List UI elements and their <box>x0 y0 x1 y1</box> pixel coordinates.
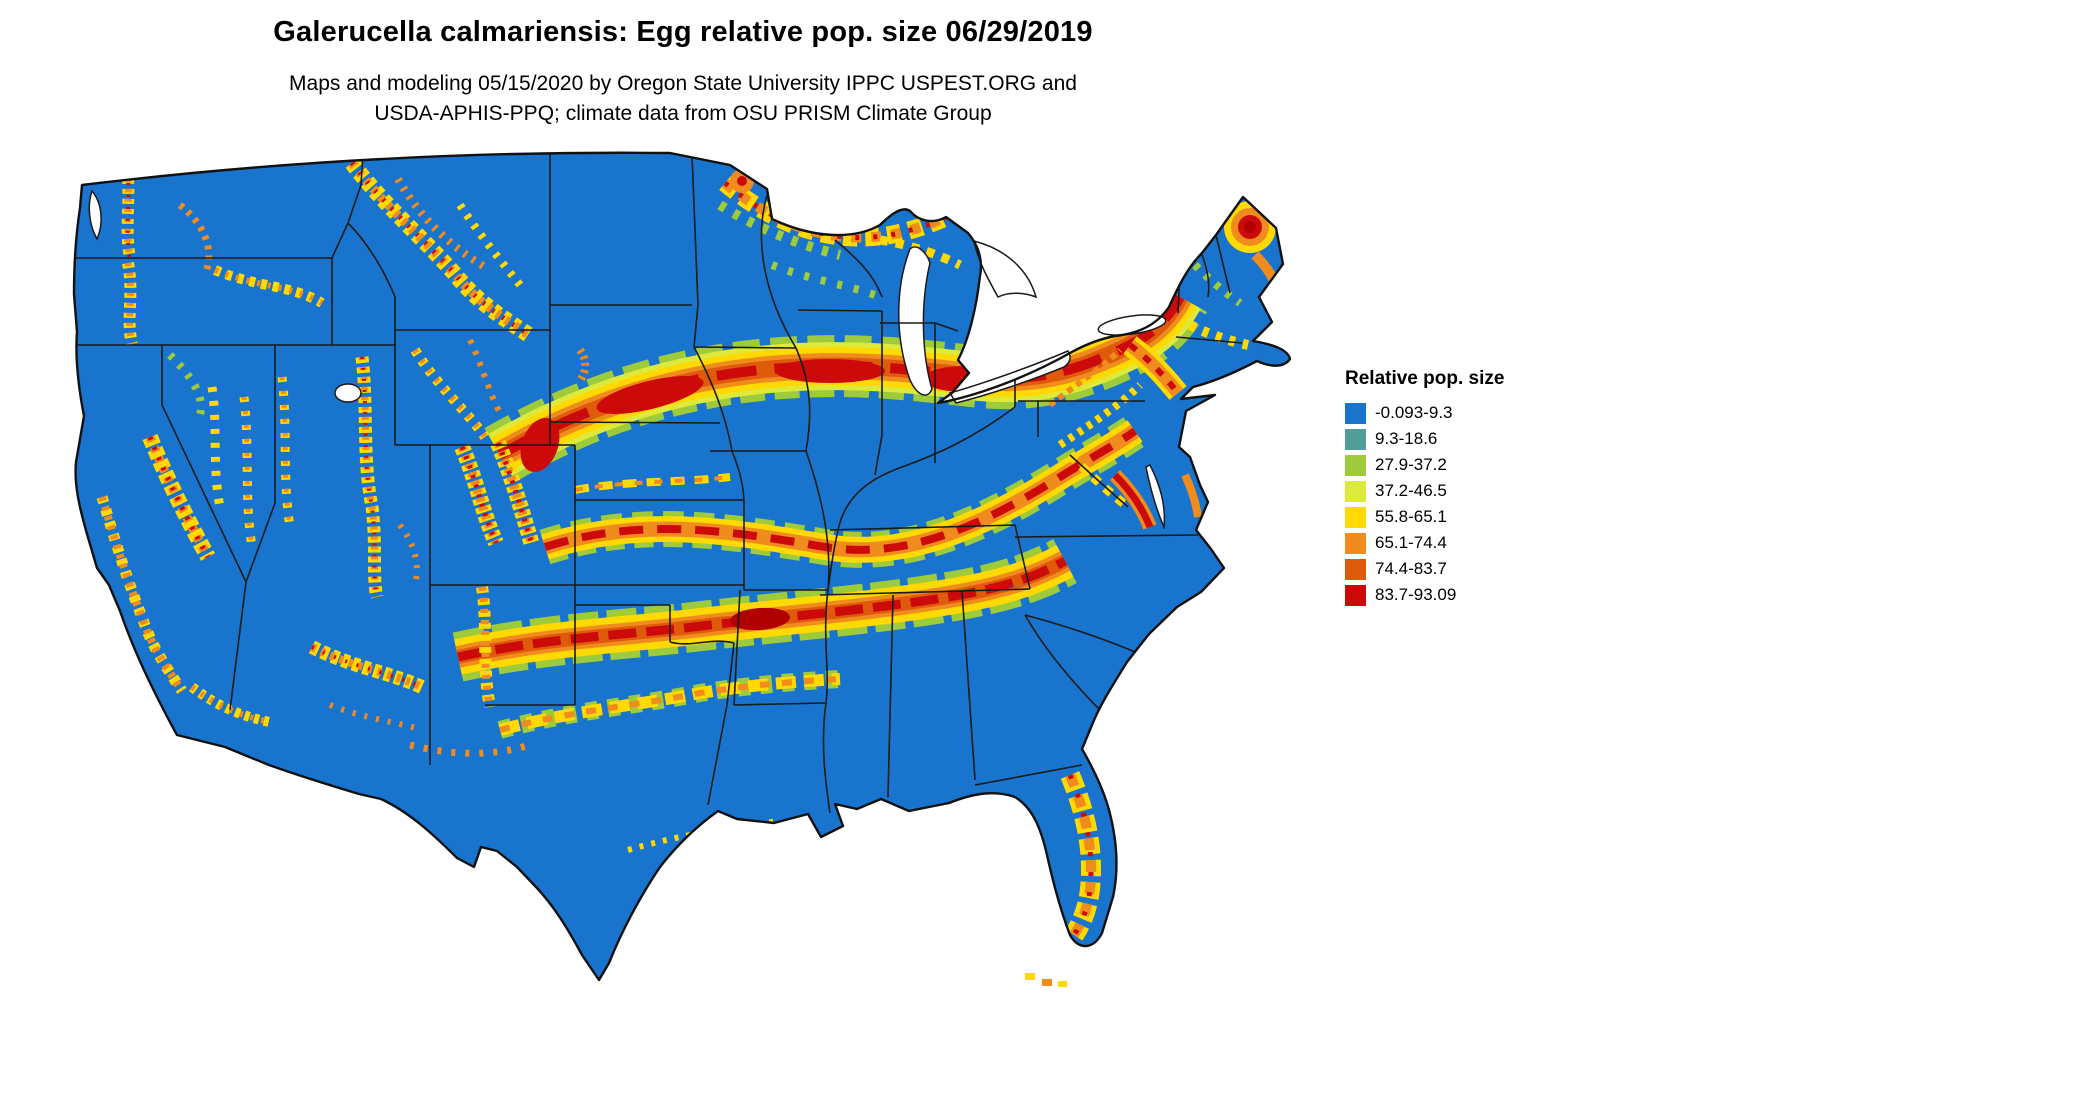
legend-row: 37.2-46.5 <box>1345 478 1504 504</box>
legend-swatch <box>1345 506 1366 528</box>
legend-row: 74.4-83.7 <box>1345 556 1504 582</box>
map-header: Galerucella calmariensis: Egg relative p… <box>0 16 1366 129</box>
great-salt-lake <box>334 383 362 403</box>
map-subtitle: Maps and modeling 05/15/2020 by Oregon S… <box>0 69 1366 129</box>
page-title: Galerucella calmariensis: Egg relative p… <box>273 16 1093 48</box>
legend-row: -0.093-9.3 <box>1345 400 1504 426</box>
legend-swatch <box>1345 558 1366 580</box>
subtitle-line-2: USDA-APHIS-PPQ; climate data from OSU PR… <box>374 102 992 125</box>
chesapeake-bay <box>1145 463 1166 530</box>
legend-label: -0.093-9.3 <box>1375 403 1453 422</box>
us-map-svg <box>72 151 1292 987</box>
great-lakes <box>88 189 1167 530</box>
us-map <box>30 145 1320 1115</box>
map-legend: Relative pop. size -0.093-9.3 9.3-18.6 2… <box>1345 368 1504 608</box>
legend-label: 37.2-46.5 <box>1375 481 1447 500</box>
legend-row: 9.3-18.6 <box>1345 426 1504 452</box>
legend-row: 65.1-74.4 <box>1345 530 1504 556</box>
subtitle-line-1: Maps and modeling 05/15/2020 by Oregon S… <box>289 72 1077 95</box>
legend-label: 9.3-18.6 <box>1375 429 1438 448</box>
legend-swatch <box>1345 402 1366 424</box>
legend-label: 65.1-74.4 <box>1375 533 1447 552</box>
legend-swatch <box>1345 428 1366 450</box>
legend-row: 27.9-37.2 <box>1345 452 1504 478</box>
legend-swatch <box>1345 532 1366 554</box>
lake-ontario <box>1097 314 1167 336</box>
legend-row: 55.8-65.1 <box>1345 504 1504 530</box>
legend-label: 27.9-37.2 <box>1375 455 1447 474</box>
us-outline <box>72 151 1292 982</box>
legend-swatch <box>1345 454 1366 476</box>
legend-label: 55.8-65.1 <box>1375 507 1447 526</box>
puget-sound <box>88 189 102 241</box>
florida-keys <box>1025 973 1067 987</box>
legend-swatch <box>1345 480 1366 502</box>
legend-title: Relative pop. size <box>1345 368 1505 389</box>
map-raster <box>74 152 1290 980</box>
legend-label: 74.4-83.7 <box>1375 559 1447 578</box>
legend-swatch <box>1345 584 1366 606</box>
legend-label: 83.7-93.09 <box>1375 585 1457 604</box>
lake-huron <box>973 239 1038 299</box>
legend-row: 83.7-93.09 <box>1345 582 1504 608</box>
lake-erie <box>948 350 1071 404</box>
